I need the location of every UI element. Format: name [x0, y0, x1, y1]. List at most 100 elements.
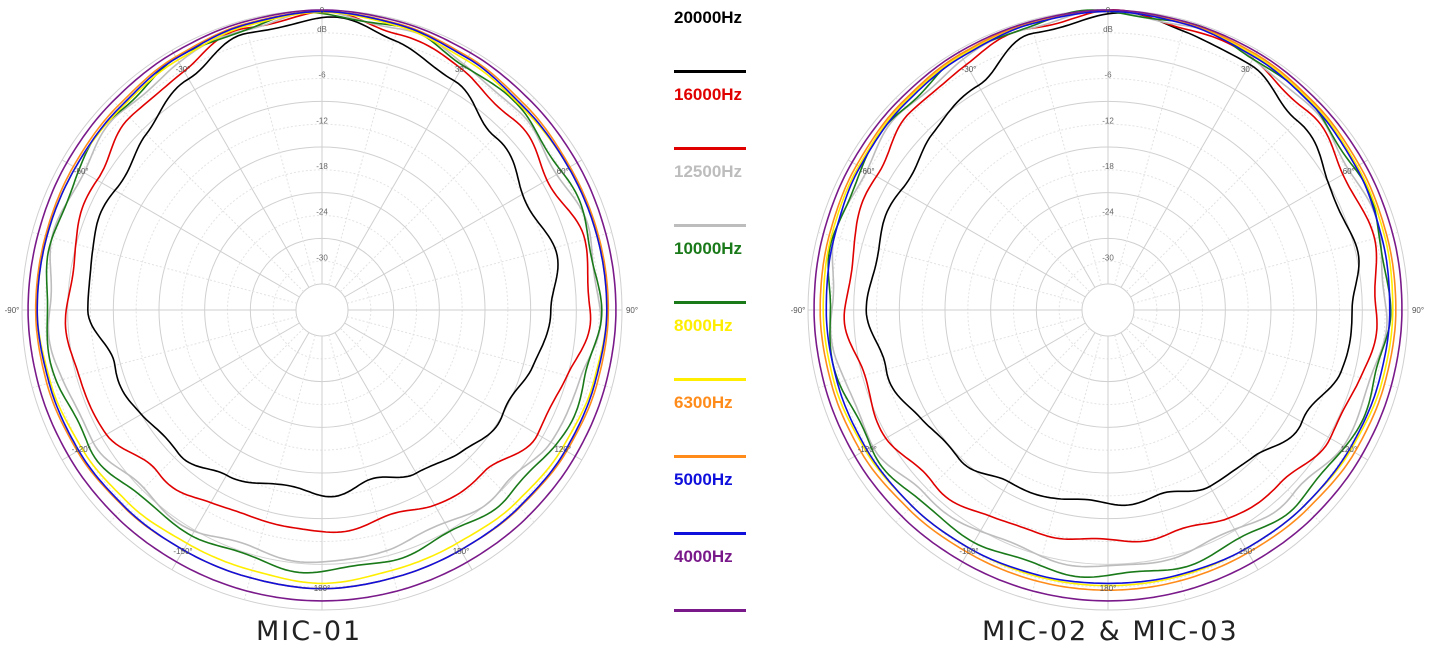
legend-swatch-line — [674, 532, 746, 535]
radial-tick-label: -24 — [316, 208, 328, 217]
series-line-12500Hz — [47, 10, 602, 564]
radial-tick-label: dB — [1103, 25, 1113, 34]
grid-spoke — [109, 97, 304, 292]
series-line-20000Hz — [865, 11, 1360, 507]
angle-tick-label: 180° — [314, 584, 331, 593]
radial-tick-label: -6 — [1104, 71, 1112, 80]
chart-caption-mic-02-03: MIC-02 & MIC-03 — [982, 616, 1239, 647]
angle-tick-label: -30° — [176, 65, 191, 74]
series-line-10000Hz — [45, 11, 603, 574]
grid-spoke — [334, 332, 473, 571]
legend-label: 10000Hz — [674, 239, 743, 258]
legend-label: 16000Hz — [674, 85, 743, 104]
grid-spoke — [61, 322, 300, 461]
legend: 20000Hz 16000Hz 12500Hz 10000Hz 8000Hz 6300Hz… — [660, 0, 780, 620]
grid-spoke — [1120, 49, 1259, 288]
angle-tick-label: 90° — [626, 306, 638, 315]
radial-tick-label: -12 — [316, 116, 328, 125]
legend-label: 8000Hz — [674, 316, 733, 335]
legend-item: 4000Hz — [660, 547, 780, 617]
legend-item: 6300Hz — [660, 393, 780, 463]
angle-tick-label: 180° — [1100, 584, 1117, 593]
series-line-8000Hz — [822, 10, 1394, 587]
grid-spoke — [1029, 20, 1102, 286]
chart-caption-mic-01: MIC-01 — [256, 616, 363, 647]
grid-spoke — [346, 316, 612, 389]
grid-spoke — [1130, 159, 1369, 298]
angle-tick-label: 30° — [1241, 65, 1253, 74]
radial-tick-label: dB — [317, 25, 327, 34]
legend-swatch-line — [674, 301, 746, 304]
grid-spoke — [1114, 20, 1187, 286]
grid-spoke — [171, 332, 310, 571]
series-line-4000Hz — [813, 9, 1403, 602]
radial-tick-label: -12 — [1102, 116, 1114, 125]
radial-tick-label: -30 — [316, 253, 328, 262]
series-line-16000Hz — [843, 8, 1378, 543]
legend-item: 20000Hz — [660, 8, 780, 78]
legend-item: 12500Hz — [660, 162, 780, 232]
grid-spoke — [1120, 332, 1259, 571]
legend-item: 10000Hz — [660, 239, 780, 309]
angle-tick-label: -90° — [5, 306, 20, 315]
angle-tick-label: -60° — [860, 167, 875, 176]
series-line-12500Hz — [829, 8, 1388, 568]
angle-tick-label: 60° — [557, 167, 569, 176]
angle-tick-label: -120° — [72, 445, 91, 454]
grid-spoke — [328, 334, 401, 600]
grid-spoke — [1126, 328, 1321, 523]
grid-spoke — [1126, 97, 1321, 292]
angle-tick-label: 150° — [1239, 547, 1256, 556]
grid-spoke — [847, 322, 1086, 461]
angle-tick-label: -30° — [962, 65, 977, 74]
angle-tick-label: -60° — [74, 167, 89, 176]
angle-tick-label: 120° — [554, 445, 571, 454]
angle-tick-label: -90° — [791, 306, 806, 315]
grid-spoke — [32, 316, 298, 389]
series-line-10000Hz — [827, 9, 1392, 578]
grid-spoke — [1132, 316, 1398, 389]
legend-swatch-line — [674, 455, 746, 458]
polar-plot-mic-01: dB -6 -12 -18 -24 -30 0 30° 60° 90° 120° 150° 180° -1… — [5, 6, 638, 611]
grid-spoke — [1029, 334, 1102, 600]
grid-spoke — [818, 316, 1084, 389]
angle-tick-label: -150° — [959, 547, 978, 556]
angle-tick-label: 60° — [1343, 167, 1355, 176]
series-line-5000Hz — [36, 10, 608, 590]
legend-label: 6300Hz — [674, 393, 733, 412]
grid-spoke — [1130, 322, 1369, 461]
legend-item: 5000Hz — [660, 470, 780, 540]
grid-spoke — [109, 328, 304, 523]
grid-spoke — [243, 20, 316, 286]
legend-label: 12500Hz — [674, 162, 743, 181]
legend-label: 5000Hz — [674, 470, 733, 489]
legend-swatch-line — [674, 70, 746, 73]
radial-tick-label: -18 — [1102, 162, 1114, 171]
grid-spoke — [957, 332, 1096, 571]
legend-swatch-line — [674, 147, 746, 150]
legend-label: 20000Hz — [674, 8, 743, 27]
grid-spoke — [895, 97, 1090, 292]
angle-tick-label: -120° — [858, 445, 877, 454]
angle-tick-label: -150° — [173, 547, 192, 556]
angle-tick-label: 150° — [453, 547, 470, 556]
grid-spoke — [171, 49, 310, 288]
grid-spoke — [344, 159, 583, 298]
grid-spoke — [32, 231, 298, 304]
grid-spoke — [328, 20, 401, 286]
radial-tick-label: -30 — [1102, 253, 1114, 262]
radial-tick-label: -6 — [318, 71, 326, 80]
legend-label: 4000Hz — [674, 547, 733, 566]
grid-spoke — [346, 231, 612, 304]
angle-tick-label: 0 — [320, 6, 325, 15]
grid-spoke — [847, 159, 1086, 298]
grid-spoke — [957, 49, 1096, 288]
grid-spoke — [340, 328, 535, 523]
legend-swatch-line — [674, 224, 746, 227]
grid-spoke — [344, 322, 583, 461]
series-line-20000Hz — [86, 16, 559, 498]
grid-spoke — [818, 231, 1084, 304]
angle-tick-label: 90° — [1412, 306, 1424, 315]
radial-tick-label: -18 — [316, 162, 328, 171]
angle-tick-label: 120° — [1340, 445, 1357, 454]
